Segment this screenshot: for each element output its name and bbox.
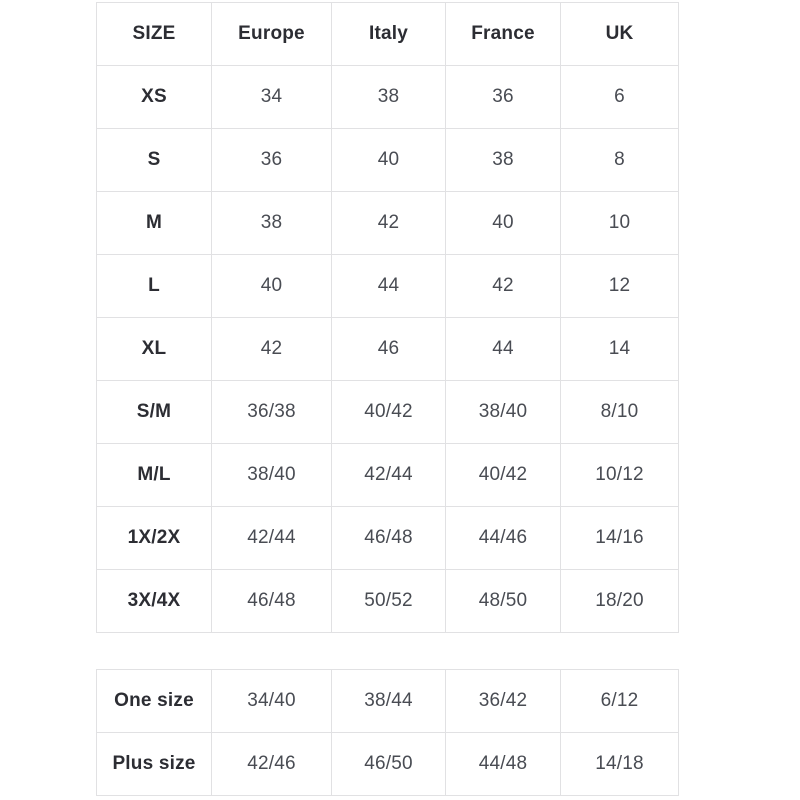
value-cell: 38	[211, 191, 332, 255]
value-cell: 10/12	[560, 443, 679, 507]
value-cell: 40	[211, 254, 332, 318]
value-cell: 38	[331, 65, 446, 129]
value-cell: 6/12	[560, 669, 679, 733]
table-row: XL 42 46 44 14	[96, 317, 679, 381]
value-cell: 40/42	[445, 443, 561, 507]
column-header-france: France	[445, 2, 561, 66]
value-cell: 42/46	[211, 732, 332, 796]
table-row: S 36 40 38 8	[96, 128, 679, 192]
value-cell: 6	[560, 65, 679, 129]
value-cell: 40	[331, 128, 446, 192]
value-cell: 42	[211, 317, 332, 381]
value-cell: 44	[331, 254, 446, 318]
value-cell: 12	[560, 254, 679, 318]
table-row: L 40 44 42 12	[96, 254, 679, 318]
row-label-cell: S/M	[96, 380, 212, 444]
value-cell: 36/42	[445, 669, 561, 733]
value-cell: 8/10	[560, 380, 679, 444]
row-label-cell: M	[96, 191, 212, 255]
column-header-size: SIZE	[96, 2, 212, 66]
value-cell: 34/40	[211, 669, 332, 733]
table-row: One size 34/40 38/44 36/42 6/12	[96, 669, 679, 733]
value-cell: 46/48	[211, 569, 332, 633]
size-table-header: SIZE Europe Italy France UK	[96, 2, 679, 66]
row-label-cell: One size	[96, 669, 212, 733]
value-cell: 40/42	[331, 380, 446, 444]
table-row: Plus size 42/46 46/50 44/48 14/18	[96, 732, 679, 796]
row-label-cell: 1X/2X	[96, 506, 212, 570]
column-header-italy: Italy	[331, 2, 446, 66]
size-conversion-table: SIZE Europe Italy France UK XS 34 38 36 6 S 36…	[96, 2, 679, 633]
table-row: XS 34 38 36 6	[96, 65, 679, 129]
value-cell: 44/48	[445, 732, 561, 796]
row-label-cell: L	[96, 254, 212, 318]
value-cell: 8	[560, 128, 679, 192]
column-header-uk: UK	[560, 2, 679, 66]
special-sizes-table-body: One size 34/40 38/44 36/42 6/12 Plus size 42/4…	[96, 669, 679, 796]
table-row: 3X/4X 46/48 50/52 48/50 18/20	[96, 569, 679, 633]
value-cell: 14/18	[560, 732, 679, 796]
value-cell: 36/38	[211, 380, 332, 444]
row-label-cell: M/L	[96, 443, 212, 507]
value-cell: 42/44	[331, 443, 446, 507]
table-row: 1X/2X 42/44 46/48 44/46 14/16	[96, 506, 679, 570]
value-cell: 44/46	[445, 506, 561, 570]
value-cell: 18/20	[560, 569, 679, 633]
table-gap	[96, 633, 800, 669]
value-cell: 36	[445, 65, 561, 129]
value-cell: 42/44	[211, 506, 332, 570]
value-cell: 14/16	[560, 506, 679, 570]
value-cell: 40	[445, 191, 561, 255]
value-cell: 50/52	[331, 569, 446, 633]
row-label-cell: S	[96, 128, 212, 192]
value-cell: 42	[331, 191, 446, 255]
value-cell: 42	[445, 254, 561, 318]
row-label-cell: Plus size	[96, 732, 212, 796]
value-cell: 46/50	[331, 732, 446, 796]
value-cell: 14	[560, 317, 679, 381]
value-cell: 38	[445, 128, 561, 192]
column-header-europe: Europe	[211, 2, 332, 66]
value-cell: 36	[211, 128, 332, 192]
value-cell: 44	[445, 317, 561, 381]
value-cell: 38/40	[445, 380, 561, 444]
row-label-cell: 3X/4X	[96, 569, 212, 633]
table-row: M/L 38/40 42/44 40/42 10/12	[96, 443, 679, 507]
table-row: S/M 36/38 40/42 38/40 8/10	[96, 380, 679, 444]
size-table-body: XS 34 38 36 6 S 36 40 38 8 M 38 42 40 10 L 40 44 42 12 XL 42 4…	[96, 65, 679, 633]
value-cell: 38/40	[211, 443, 332, 507]
row-label-cell: XL	[96, 317, 212, 381]
value-cell: 48/50	[445, 569, 561, 633]
value-cell: 34	[211, 65, 332, 129]
value-cell: 46/48	[331, 506, 446, 570]
header-row: SIZE Europe Italy France UK	[96, 2, 679, 66]
value-cell: 46	[331, 317, 446, 381]
table-row: M 38 42 40 10	[96, 191, 679, 255]
value-cell: 38/44	[331, 669, 446, 733]
special-sizes-table: One size 34/40 38/44 36/42 6/12 Plus size 42/4…	[96, 669, 679, 796]
value-cell: 10	[560, 191, 679, 255]
row-label-cell: XS	[96, 65, 212, 129]
